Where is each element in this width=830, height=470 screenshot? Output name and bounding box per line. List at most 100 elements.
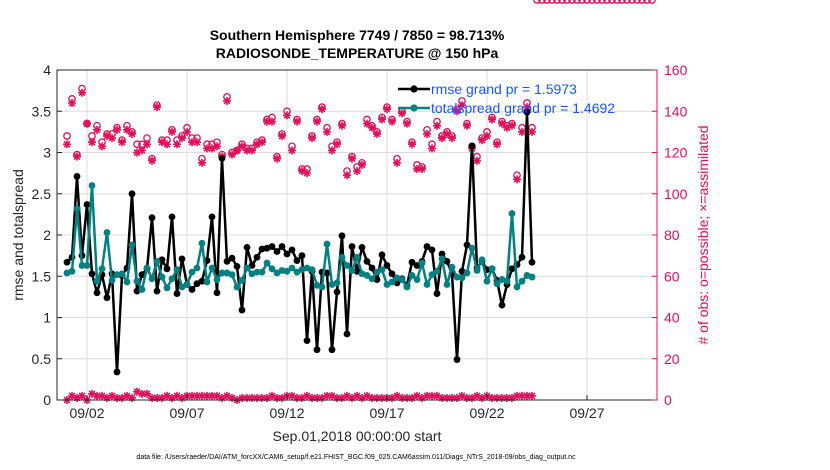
- series-point-totalspread: [468, 244, 476, 252]
- obs-assimilated-marker: [88, 138, 96, 147]
- series-point-rmse: [303, 337, 311, 344]
- chart-title: Southern Hemisphere 7749 / 7850 = 98.713…: [210, 27, 505, 43]
- obs-assimilated-marker: [268, 117, 276, 126]
- obs-assimilated-marker: [493, 140, 501, 149]
- obs-assimilated-marker: [508, 121, 516, 130]
- obs-assimilated-marker: [203, 144, 211, 153]
- series-point-totalspread: [528, 273, 536, 281]
- series-point-rmse: [378, 251, 386, 259]
- obs-rejected-marker: [438, 393, 446, 402]
- series-point-rmse: [348, 243, 356, 250]
- series-point-totalspread: [288, 264, 296, 272]
- obs-possible-marker: [558, 0, 566, 4]
- obs-rejected-marker: [453, 393, 461, 402]
- series-point-totalspread: [418, 259, 426, 267]
- series-point-totalspread: [428, 271, 436, 278]
- series-point-rmse: [83, 201, 91, 208]
- obs-assimilated-marker: [483, 132, 491, 140]
- obs-rejected-marker: [218, 393, 226, 402]
- y-right-tick-label: 80: [664, 227, 680, 243]
- series-point-totalspread: [353, 253, 361, 261]
- obs-assimilated-marker: [258, 138, 266, 147]
- obs-rejected-marker: [213, 391, 221, 400]
- obs-rejected-marker: [443, 393, 451, 402]
- series-point-totalspread: [503, 277, 511, 285]
- obs-possible-marker: [563, 0, 571, 4]
- obs-rejected-marker: [168, 393, 176, 402]
- series-point-rmse: [178, 255, 186, 263]
- obs-assimilated-marker: [83, 119, 91, 128]
- obs-assimilated-marker: [418, 165, 426, 173]
- y-left-tick-label: 3: [43, 145, 51, 161]
- obs-assimilated-marker: [213, 142, 221, 151]
- obs-rejected-marker: [193, 391, 201, 400]
- obs-rejected-marker: [423, 391, 431, 400]
- y-left-tick-label: 4: [43, 62, 51, 78]
- series-point-rmse: [328, 346, 336, 354]
- obs-assimilated-marker: [413, 165, 421, 173]
- obs-possible-marker: [623, 0, 631, 4]
- obs-assimilated-marker: [308, 134, 316, 143]
- obs-possible-marker: [533, 0, 541, 4]
- y-right-tick-label: 140: [664, 103, 688, 119]
- obs-assimilated-marker: [448, 134, 456, 143]
- obs-possible-marker: [548, 0, 556, 4]
- series-point-rmse: [198, 277, 206, 285]
- series-point-rmse: [273, 248, 281, 255]
- series-point-rmse: [153, 287, 161, 295]
- obs-rejected-marker: [323, 391, 331, 400]
- obs-rejected-marker: [78, 391, 86, 400]
- obs-assimilated-marker: [358, 160, 366, 169]
- obs-possible-marker: [538, 0, 546, 4]
- obs-rejected-marker: [128, 393, 136, 402]
- obs-rejected-marker: [73, 393, 81, 402]
- obs-rejected-marker: [503, 393, 511, 402]
- obs-rejected-marker: [228, 393, 236, 402]
- obs-possible-marker: [568, 0, 576, 4]
- series-point-totalspread: [68, 267, 76, 275]
- obs-assimilated-marker: [503, 123, 511, 132]
- obs-possible-marker: [63, 132, 71, 140]
- obs-assimilated-marker: [188, 138, 196, 147]
- series-point-totalspread: [88, 182, 96, 189]
- series-point-totalspread: [228, 271, 236, 278]
- y-left-tick-label: 0.5: [32, 351, 52, 367]
- obs-rejected-marker: [163, 391, 171, 400]
- series-point-totalspread: [263, 259, 271, 267]
- series-point-rmse: [313, 346, 321, 354]
- obs-rejected-marker: [133, 387, 141, 396]
- series-point-totalspread: [478, 256, 486, 264]
- series-point-totalspread: [128, 241, 136, 249]
- obs-rejected-marker: [508, 393, 516, 402]
- series-point-rmse: [523, 108, 531, 116]
- series-point-totalspread: [93, 277, 101, 285]
- x-axis: 09/02 09/07 09/12 09/17 09/22 09/27: [69, 395, 605, 421]
- series-point-rmse: [73, 173, 81, 180]
- series-point-rmse: [518, 253, 526, 261]
- obs-rejected-marker: [393, 391, 401, 400]
- obs-rejected-marker: [138, 389, 146, 398]
- obs-assimilated-marker: [378, 115, 386, 124]
- obs-possible-marker: [613, 0, 621, 4]
- series-point-totalspread: [83, 262, 91, 269]
- series-point-rmse: [258, 245, 266, 253]
- obs-possible-marker: [598, 0, 606, 4]
- obs-assimilated-marker: [118, 138, 126, 147]
- obs-assimilated-marker: [353, 167, 361, 176]
- obs-assimilated-marker: [363, 119, 371, 128]
- series-point-rmse: [218, 154, 226, 162]
- series-point-rmse: [113, 368, 121, 376]
- obs-rejected-marker: [433, 391, 441, 400]
- series-point-totalspread: [163, 284, 171, 292]
- series-point-totalspread: [193, 264, 201, 272]
- obs-rejected-marker: [143, 389, 151, 398]
- obs-rejected-marker: [528, 391, 536, 400]
- obs-rejected-marker: [263, 393, 271, 402]
- series-point-totalspread: [278, 267, 286, 274]
- series-point-rmse: [88, 270, 96, 278]
- series-point-rmse: [243, 243, 251, 251]
- obs-rejected-marker: [313, 393, 321, 402]
- obs-rejected-marker: [268, 391, 276, 400]
- obs-rejected-marker: [303, 391, 311, 400]
